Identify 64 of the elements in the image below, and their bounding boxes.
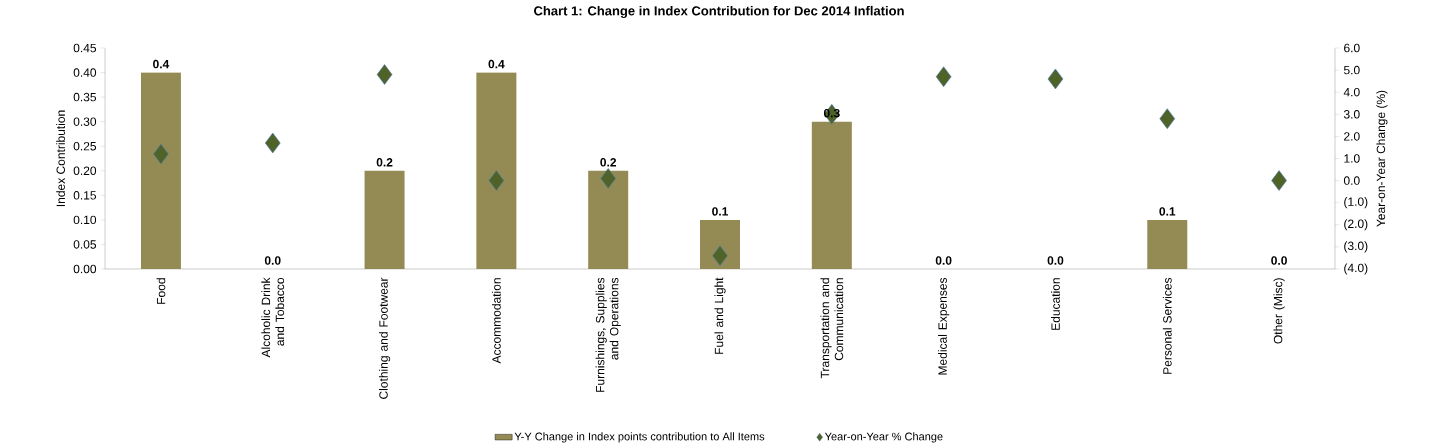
- legend-label: Y-Y Change in Index points contribution to All Items: [514, 432, 765, 443]
- x-tick-label: Education: [1051, 278, 1060, 330]
- point: [600, 168, 616, 189]
- legend-label: Year-on-Year % Change: [824, 432, 943, 443]
- y2-tick-label: (2.0): [1344, 219, 1368, 231]
- data-label: 0.4: [153, 59, 170, 69]
- x-tick-label: Food: [156, 278, 166, 304]
- y2-tick-label: 5.0: [1343, 65, 1360, 75]
- point: [1159, 108, 1176, 130]
- point: [1271, 170, 1287, 191]
- y2-tick-label: (1.0): [1344, 197, 1368, 209]
- data-label: 0.4: [488, 59, 505, 69]
- point: [712, 245, 728, 267]
- y-tick-label: 0.15: [73, 191, 97, 200]
- point: [488, 170, 505, 191]
- point: [264, 132, 281, 154]
- bar: [364, 170, 405, 269]
- y-tick-label: 0.30: [73, 117, 97, 126]
- x-tick-label: Other (Misc): [1273, 278, 1285, 344]
- data-label: 0.0: [264, 256, 281, 265]
- bar: [140, 72, 181, 269]
- y-tick-label: 0.05: [73, 240, 97, 249]
- y2-tick-label: 3.0: [1343, 110, 1360, 119]
- data-label: 0.2: [600, 158, 617, 167]
- y2-tick-label: 2.0: [1344, 132, 1360, 141]
- y-tick-label: 0.45: [73, 43, 97, 53]
- bar: [476, 72, 517, 269]
- y2-tick-label: 4.0: [1343, 87, 1360, 97]
- data-label: 0.2: [376, 158, 393, 167]
- bar: [588, 170, 629, 269]
- y2-tick-label: (4.0): [1344, 263, 1368, 275]
- y2-tick-label: 6.0: [1344, 43, 1360, 53]
- y-tick-label: 0.10: [73, 215, 97, 225]
- y-axis-title: Index Contribution: [56, 110, 65, 207]
- y2-tick-label: 0.0: [1343, 176, 1360, 185]
- bar: [1147, 219, 1188, 269]
- x-tick-label: Accommodation: [491, 278, 501, 364]
- y-tick-label: 0.35: [73, 92, 97, 102]
- data-label: 0.0: [1271, 256, 1287, 265]
- y-tick-label: 0.40: [73, 68, 97, 77]
- x-tick-label: Alcoholic Drink and Tobacco: [261, 277, 285, 358]
- x-tick-label: Medical Expenses: [938, 277, 950, 375]
- point: [153, 143, 169, 165]
- y2-axis-title: Year-on-Year Change (%): [1376, 90, 1388, 227]
- x-tick-label: Personal Services: [1162, 277, 1172, 374]
- data-label: 0.1: [712, 207, 729, 216]
- data-label: 0.1: [1159, 207, 1176, 216]
- y-tick-label: 0.25: [73, 141, 97, 151]
- y-tick-label: 0.20: [73, 166, 97, 176]
- bar: [811, 121, 852, 269]
- y2-tick-label: 1.0: [1344, 154, 1360, 163]
- point: [1047, 68, 1064, 90]
- x-tick-label: Transportation and Communication: [820, 278, 844, 379]
- point: [935, 66, 952, 88]
- y2-tick-label: (3.0): [1344, 241, 1368, 253]
- x-tick-label: Fuel and Light: [714, 277, 726, 354]
- chart-title: Chart 1: Change in Index Contribution for Dec 2014 Inflation: [534, 5, 904, 19]
- point: [376, 64, 393, 85]
- y-tick-label: 0.00: [73, 264, 97, 274]
- x-tick-label: Furnishings, Supplies and Operations: [595, 277, 621, 392]
- bar: [700, 219, 741, 269]
- data-label: 0.0: [935, 256, 952, 265]
- x-tick-label: Clothing and Footwear: [378, 277, 391, 399]
- data-label: 0.0: [1047, 256, 1064, 265]
